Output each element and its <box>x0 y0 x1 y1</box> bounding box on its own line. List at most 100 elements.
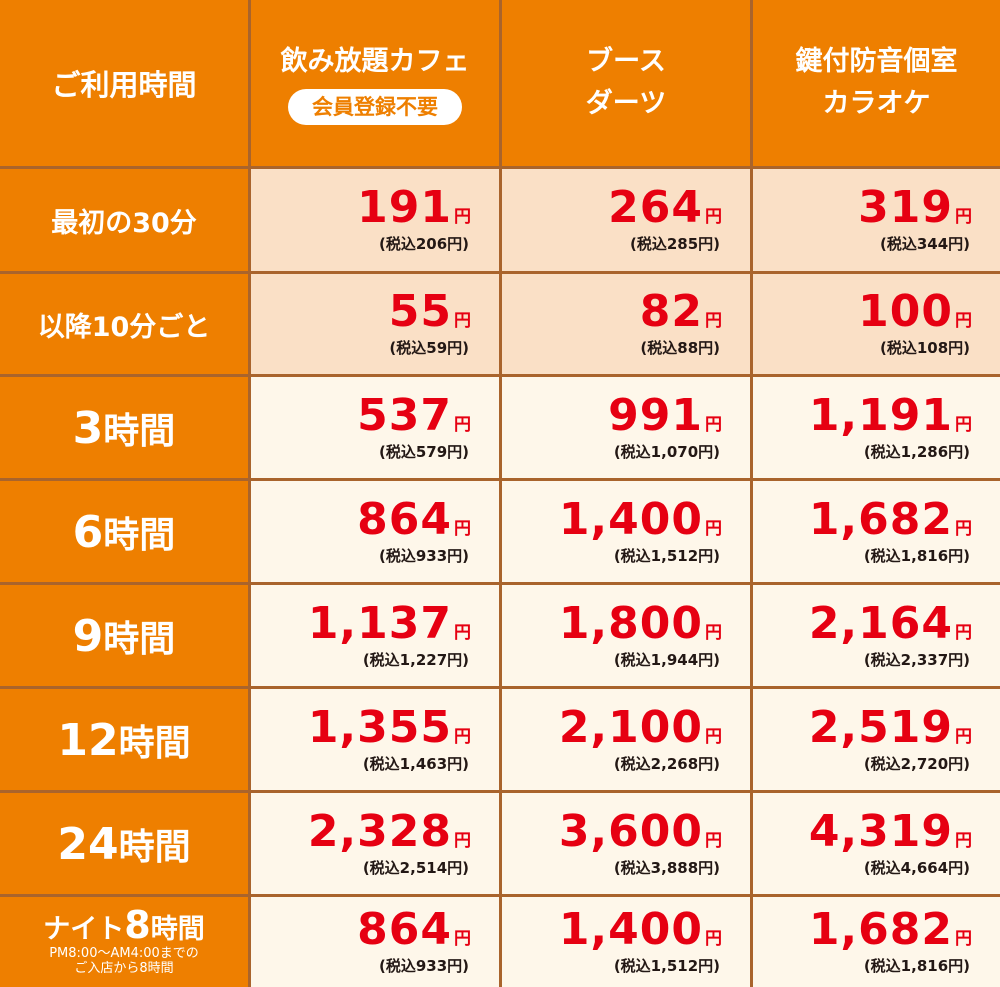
price-unit: 円 <box>454 207 471 227</box>
price-cell: 3,600 円 (税込3,888円) <box>502 793 750 894</box>
price-tax: (税込933円) <box>378 957 469 975</box>
price-value: 864 <box>357 493 452 545</box>
header-booth-title: ブース <box>586 46 666 77</box>
row-label-prefix: ナイト <box>43 913 125 945</box>
price-main: 1,682 円 <box>809 497 972 542</box>
price-tax: (税込1,512円) <box>613 957 720 975</box>
price-value: 264 <box>608 182 703 233</box>
price-cell: 2,164 円 (税込2,337円) <box>753 585 1000 686</box>
row-label-number: 9 <box>72 610 104 662</box>
price-cell: 319 円 (税込344円) <box>753 169 1000 271</box>
price-value: 319 <box>858 182 953 233</box>
price-value: 82 <box>639 286 703 337</box>
price-value: 1,137 <box>307 597 452 649</box>
price-cell: 2,328 円 (税込2,514円) <box>251 793 499 894</box>
price-unit: 円 <box>705 207 722 227</box>
price-main: 1,400 円 <box>559 908 722 952</box>
price-unit: 円 <box>705 929 722 949</box>
price-cell: 2,100 円 (税込2,268円) <box>502 689 750 790</box>
no-membership-badge: 会員登録不要 <box>288 89 462 125</box>
header-booth-darts: ブース ダーツ <box>502 0 750 166</box>
price-cell: 1,682 円 (税込1,816円) <box>753 481 1000 582</box>
price-value: 1,682 <box>808 904 953 955</box>
price-tax: (税込1,944円) <box>613 650 720 669</box>
price-main: 2,164 円 <box>809 601 972 646</box>
header-cafe: 飲み放題カフェ 会員登録不要 <box>251 0 499 166</box>
price-tax: (税込88円) <box>640 339 720 357</box>
price-value: 537 <box>357 389 452 441</box>
price-cell: 864 円 (税込933円) <box>251 897 499 987</box>
price-unit: 円 <box>955 518 972 539</box>
price-tax: (税込579円) <box>378 442 469 461</box>
price-unit: 円 <box>705 830 722 851</box>
price-value: 55 <box>388 286 452 337</box>
price-main: 191 円 <box>357 186 471 230</box>
header-private-room-karaoke: 鍵付防音個室 カラオケ <box>753 0 1000 166</box>
price-unit: 円 <box>454 311 471 331</box>
price-unit: 円 <box>705 622 722 643</box>
price-value: 1,682 <box>808 493 953 545</box>
price-value: 1,800 <box>558 597 703 649</box>
price-cell: 264 円 (税込285円) <box>502 169 750 271</box>
price-value: 2,519 <box>808 701 953 753</box>
row-label-number: 6 <box>72 506 104 558</box>
price-tax: (税込1,070円) <box>613 442 720 461</box>
row-label-number: 24 <box>57 818 119 870</box>
price-main: 2,328 円 <box>308 809 471 854</box>
price-unit: 円 <box>454 518 471 539</box>
price-tax: (税込2,268円) <box>613 754 720 773</box>
price-unit: 円 <box>454 929 471 949</box>
price-cell: 1,400 円 (税込1,512円) <box>502 481 750 582</box>
price-main: 1,682 円 <box>809 908 972 952</box>
price-tax: (税込933円) <box>378 546 469 565</box>
price-main: 1,137 円 <box>308 601 471 646</box>
price-cell: 100 円 (税込108円) <box>753 274 1000 374</box>
price-value: 2,100 <box>558 701 703 753</box>
price-value: 100 <box>858 286 953 337</box>
price-main: 2,519 円 <box>809 705 972 750</box>
price-cell: 4,319 円 (税込4,664円) <box>753 793 1000 894</box>
price-unit: 円 <box>454 830 471 851</box>
night-note-duration: ご入店から8時間 <box>74 960 174 976</box>
price-value: 1,191 <box>808 389 953 441</box>
row-label-suffix: 時間 <box>118 826 191 868</box>
price-value: 1,400 <box>558 493 703 545</box>
price-main: 55 円 <box>389 290 471 334</box>
price-value: 1,400 <box>558 904 703 955</box>
price-unit: 円 <box>454 414 471 435</box>
price-cell: 537 円 (税込579円) <box>251 377 499 478</box>
price-cell: 1,400 円 (税込1,512円) <box>502 897 750 987</box>
price-unit: 円 <box>705 414 722 435</box>
row-label-text: 最初の30分 <box>51 207 197 239</box>
price-value: 2,328 <box>307 805 452 857</box>
row-label-6h: 6時間 <box>0 481 248 582</box>
row-label-12h: 12時間 <box>0 689 248 790</box>
price-cell: 55 円 (税込59円) <box>251 274 499 374</box>
row-label-suffix: 時間 <box>103 514 176 556</box>
price-unit: 円 <box>454 622 471 643</box>
row-label-suffix: 時間 <box>118 722 191 764</box>
price-cell: 864 円 (税込933円) <box>251 481 499 582</box>
price-main: 4,319 円 <box>809 809 972 854</box>
price-unit: 円 <box>955 726 972 747</box>
price-tax: (税込2,720円) <box>863 754 970 773</box>
price-unit: 円 <box>955 830 972 851</box>
price-main: 1,800 円 <box>559 601 722 646</box>
row-label-suffix: 時間 <box>103 410 176 452</box>
price-main: 1,400 円 <box>559 497 722 542</box>
price-main: 537 円 <box>357 393 471 438</box>
price-main: 864 円 <box>357 908 471 952</box>
price-unit: 円 <box>955 622 972 643</box>
price-cell: 191 円 (税込206円) <box>251 169 499 271</box>
price-tax: (税込1,227円) <box>362 650 469 669</box>
price-cell: 1,682 円 (税込1,816円) <box>753 897 1000 987</box>
price-main: 1,355 円 <box>308 705 471 750</box>
row-label-24h: 24時間 <box>0 793 248 894</box>
price-tax: (税込1,512円) <box>613 546 720 565</box>
price-unit: 円 <box>955 414 972 435</box>
price-tax: (税込1,816円) <box>863 546 970 565</box>
price-value: 4,319 <box>808 805 953 857</box>
price-unit: 円 <box>454 726 471 747</box>
price-main: 264 円 <box>608 186 722 230</box>
